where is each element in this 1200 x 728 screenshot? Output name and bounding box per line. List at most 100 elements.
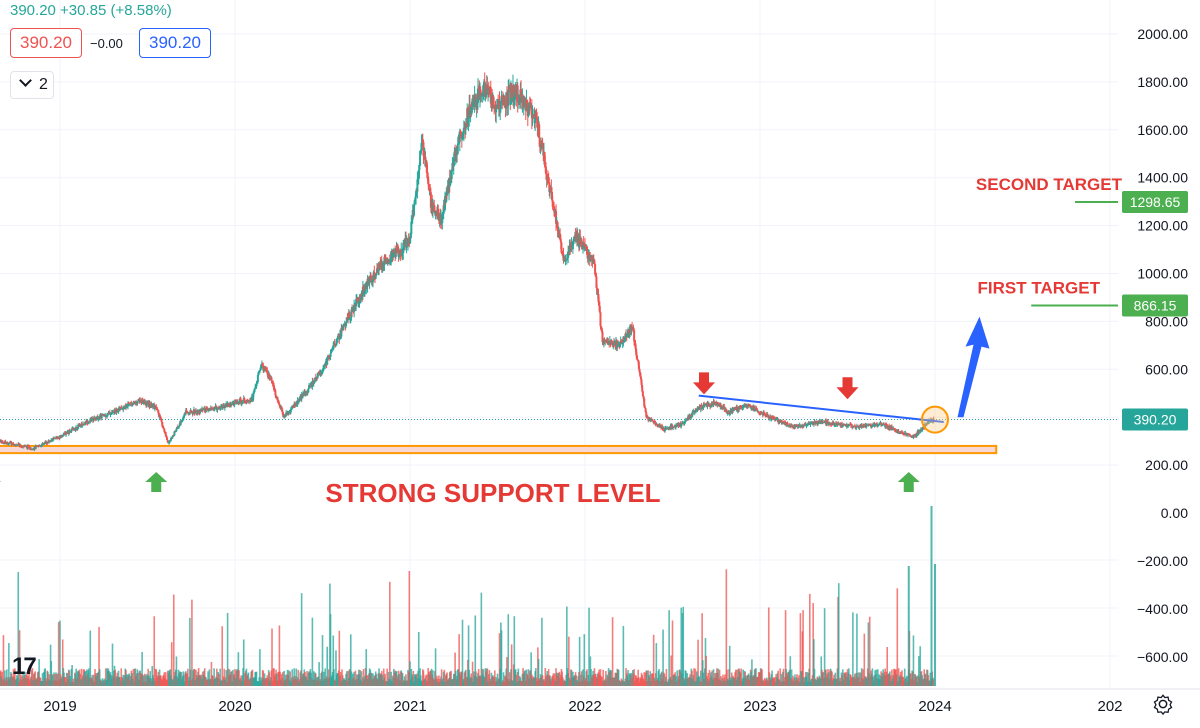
volume-bar: [251, 669, 254, 686]
candle-body: [100, 415, 103, 419]
candle-body: [493, 105, 496, 110]
candle-body: [397, 249, 400, 257]
bid-price-box[interactable]: 390.20: [10, 28, 82, 58]
candle-body: [734, 407, 737, 409]
time-axis-label: 2019: [43, 698, 76, 715]
candle-body: [853, 425, 856, 427]
candle-body: [141, 399, 144, 404]
volume-bar: [779, 668, 781, 686]
volume-bar: [722, 674, 724, 686]
volume-bar: [586, 669, 588, 686]
candle-body: [253, 388, 256, 393]
candle-body: [783, 422, 786, 424]
volume-bars: [0, 506, 936, 686]
candle-body: [723, 406, 726, 410]
candle-body: [729, 410, 732, 414]
time-axis-label: 202: [1097, 698, 1122, 715]
volume-bar: [318, 662, 320, 686]
candle-body: [742, 406, 745, 408]
candle-body: [46, 443, 49, 445]
candle-body: [307, 388, 310, 393]
candle-body: [782, 422, 785, 424]
candle-body: [633, 341, 636, 344]
candle-body: [508, 88, 511, 90]
candle-body: [356, 298, 359, 302]
candle-body: [106, 415, 109, 417]
volume-bar: [144, 675, 147, 686]
candle-body: [289, 408, 292, 413]
candle-body: [173, 431, 176, 436]
candle-body: [530, 106, 533, 119]
volume-bar: [777, 670, 779, 686]
volume-bar: [524, 670, 526, 686]
candle-body: [769, 415, 772, 419]
candle-body: [294, 405, 297, 407]
candle-body: [912, 434, 915, 438]
candle-body: [77, 424, 80, 429]
candle-body: [190, 411, 193, 414]
candle-body: [337, 335, 340, 337]
candle-body: [745, 404, 748, 406]
candle-body: [868, 424, 871, 426]
collapse-indicators-button[interactable]: 2: [10, 71, 54, 99]
candle-body: [233, 401, 236, 406]
candle-body: [116, 408, 119, 412]
volume-bar: [189, 617, 191, 686]
candle-body: [270, 378, 273, 381]
candle-body: [61, 435, 64, 438]
candle-body: [81, 425, 84, 427]
candle-body: [711, 404, 714, 406]
candle-body: [489, 87, 492, 104]
candle-body: [548, 182, 551, 193]
time-axis-label: 2020: [218, 698, 251, 715]
candle-body: [244, 401, 247, 403]
volume-bar: [488, 670, 491, 686]
candle-body: [400, 249, 403, 254]
candle-body: [806, 423, 809, 426]
candle-body: [715, 401, 718, 403]
candle-body: [839, 423, 842, 425]
candle-body: [177, 426, 180, 429]
candle-body: [185, 410, 188, 413]
candle-body: [624, 333, 627, 341]
candle-body: [519, 89, 522, 102]
candle-body: [316, 372, 319, 378]
settings-icon[interactable]: [1152, 693, 1174, 715]
volume-bar: [382, 668, 385, 686]
candle-body: [260, 366, 263, 368]
candle-body: [680, 424, 683, 427]
candle-body: [160, 420, 163, 423]
candle-body: [709, 405, 712, 407]
candle-body: [803, 424, 806, 426]
candle-body: [787, 425, 790, 427]
candle-body: [182, 415, 185, 418]
candle-body: [445, 192, 448, 202]
candle-body: [559, 238, 562, 243]
candle-body: [393, 249, 396, 252]
candle-body: [418, 165, 421, 171]
volume-bar: [465, 669, 467, 686]
candle-body: [657, 425, 660, 427]
volume-bar: [530, 652, 532, 686]
volume-bar: [187, 668, 189, 686]
candle-body: [466, 108, 469, 123]
first-target-price-label: 866.15: [1134, 298, 1177, 314]
candle-body: [641, 391, 644, 397]
tradingview-logo-icon[interactable]: 17: [12, 653, 37, 680]
volume-bar: [537, 658, 540, 686]
candle-body: [110, 413, 113, 415]
ask-price-box[interactable]: 390.20: [139, 28, 211, 58]
candle-body: [495, 106, 498, 113]
candle-body: [706, 403, 709, 407]
volume-bar: [438, 675, 440, 686]
candle-body: [216, 407, 219, 411]
candle-body: [823, 422, 826, 424]
volume-bar: [649, 671, 652, 686]
candle-body: [112, 412, 115, 414]
candle-body: [188, 412, 191, 414]
candle-body: [542, 146, 545, 156]
candle-body: [648, 417, 651, 421]
candle-body: [562, 253, 565, 261]
second-target-text: SECOND TARGET: [976, 175, 1123, 194]
